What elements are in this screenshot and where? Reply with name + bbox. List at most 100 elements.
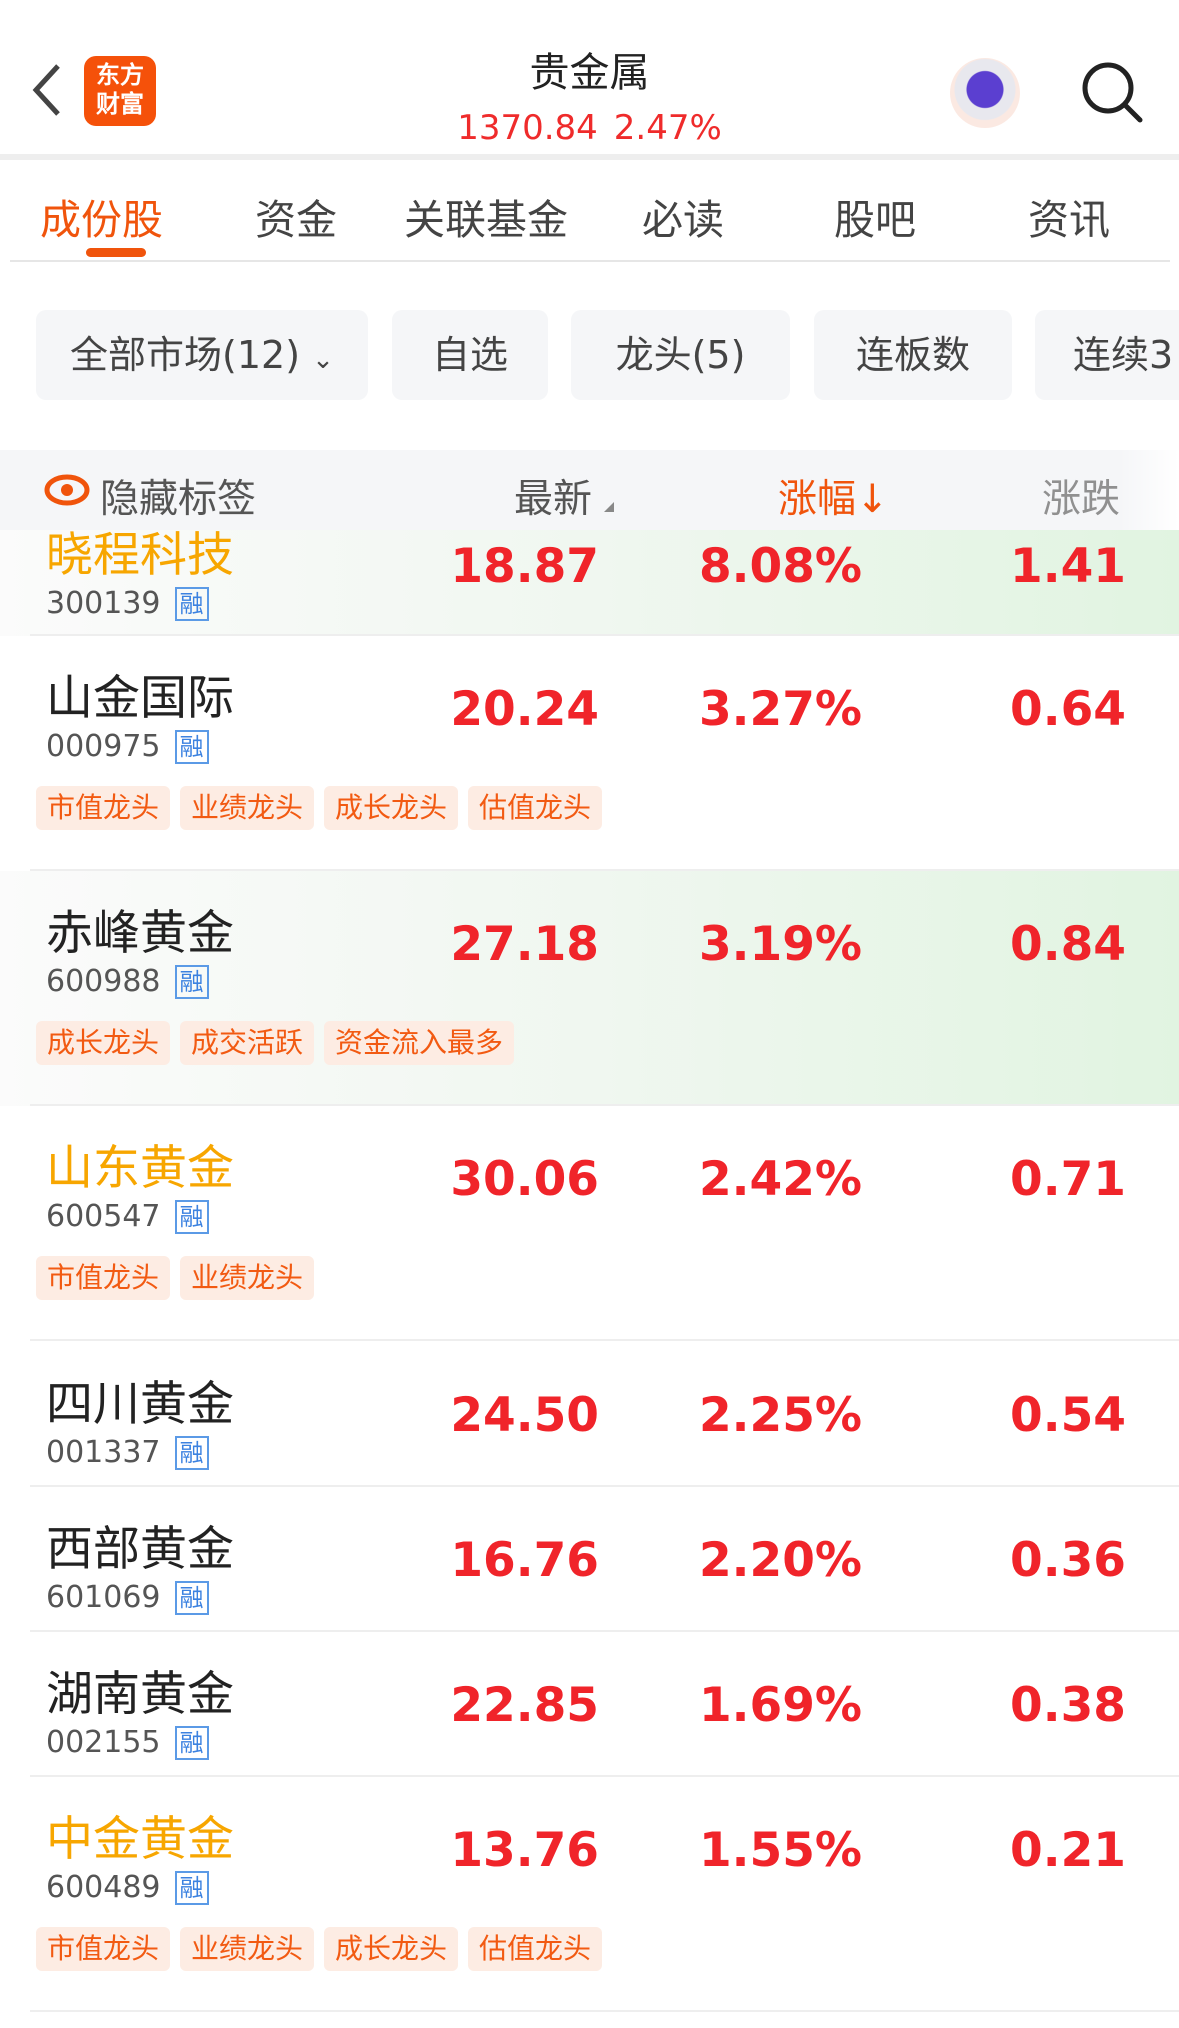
change-pct: 2.25% bbox=[698, 1388, 862, 1443]
table-row[interactable]: 四川黄金 001337 融 24.50 2.25% 0.54 bbox=[0, 1342, 1179, 1487]
change-pct: 1.69% bbox=[698, 1678, 862, 1733]
hide-tags-toggle[interactable]: 隐藏标签 bbox=[100, 477, 257, 522]
latest-price: 13.76 bbox=[450, 1823, 599, 1878]
table-row[interactable]: 赤峰黄金 600988 融 27.18 3.19% 0.84 成长龙头 成交活跃 资金流… bbox=[0, 871, 1179, 1106]
tag[interactable]: 成长龙头 bbox=[324, 786, 459, 830]
stock-code: 300139 bbox=[46, 586, 161, 621]
active-tab-indicator bbox=[86, 248, 146, 257]
stock-code-line: 300139 融 bbox=[46, 586, 209, 622]
stock-code-line: 600988 融 bbox=[46, 964, 209, 1000]
stock-name: 山金国际 bbox=[46, 671, 234, 726]
assistant-robot-icon[interactable] bbox=[950, 58, 1020, 128]
eye-icon[interactable] bbox=[44, 472, 90, 508]
tag[interactable]: 市值龙头 bbox=[36, 1256, 171, 1300]
stock-code-line: 600489 融 bbox=[46, 1870, 209, 1906]
latest-price: 18.87 bbox=[450, 539, 599, 594]
row-divider bbox=[30, 2010, 1179, 2012]
tag[interactable]: 估值龙头 bbox=[468, 786, 603, 830]
sort-icon bbox=[604, 502, 614, 512]
chevron-down-icon: ⌄ bbox=[312, 345, 334, 375]
change-amount: 0.38 bbox=[1010, 1678, 1126, 1733]
tag-list: 市值龙头 业绩龙头 成长龙头 估值龙头 bbox=[36, 786, 603, 830]
table-header: 隐藏标签 最新 涨幅↓ 涨跌 bbox=[0, 450, 1179, 530]
tag[interactable]: 估值龙头 bbox=[468, 1927, 603, 1971]
stock-code: 601069 bbox=[46, 1580, 161, 1615]
tab-constituents[interactable]: 成份股 bbox=[40, 196, 163, 244]
stock-code: 600547 bbox=[46, 1199, 161, 1234]
column-change[interactable]: 涨跌 bbox=[1042, 477, 1121, 522]
row-divider bbox=[30, 869, 1179, 871]
table-row[interactable]: 晓程科技 300139 融 18.87 8.08% 1.41 bbox=[0, 530, 1179, 636]
stock-code-line: 002155 融 bbox=[46, 1725, 209, 1761]
tag[interactable]: 市值龙头 bbox=[36, 786, 171, 830]
tag[interactable]: 业绩龙头 bbox=[180, 786, 315, 830]
filter-watchlist[interactable]: 自选 bbox=[392, 310, 548, 400]
index-quote: 1370.84 2.47% bbox=[0, 108, 1179, 148]
change-amount: 0.64 bbox=[1010, 682, 1126, 737]
change-amount: 0.54 bbox=[1010, 1388, 1126, 1443]
row-divider bbox=[30, 1485, 1179, 1487]
table-row[interactable]: 湖南黄金 002155 融 22.85 1.69% 0.38 bbox=[0, 1632, 1179, 1777]
tag[interactable]: 资金流入最多 bbox=[324, 1021, 515, 1065]
change-pct: 3.27% bbox=[698, 682, 862, 737]
stock-code-line: 600547 融 bbox=[46, 1199, 209, 1235]
tab-must-read[interactable]: 必读 bbox=[642, 196, 724, 244]
tag[interactable]: 成交活跃 bbox=[180, 1021, 315, 1065]
stock-name: 山东黄金 bbox=[46, 1141, 234, 1196]
margin-badge: 融 bbox=[174, 1726, 209, 1760]
filter-label: 全部市场(12) bbox=[70, 333, 301, 377]
back-icon[interactable] bbox=[28, 62, 68, 118]
stock-code: 000975 bbox=[46, 729, 161, 764]
change-amount: 0.71 bbox=[1010, 1152, 1126, 1207]
change-pct: 1.55% bbox=[698, 1823, 862, 1878]
column-change-pct[interactable]: 涨幅↓ bbox=[778, 468, 889, 524]
tag-list: 成长龙头 成交活跃 资金流入最多 bbox=[36, 1021, 515, 1065]
filter-leaders[interactable]: 龙头(5) bbox=[571, 310, 790, 400]
stock-name: 赤峰黄金 bbox=[46, 906, 234, 961]
change-amount: 0.36 bbox=[1010, 1533, 1126, 1588]
row-divider bbox=[30, 1775, 1179, 1777]
row-divider bbox=[30, 634, 1179, 636]
index-change: 2.47% bbox=[613, 108, 722, 148]
change-pct: 2.42% bbox=[698, 1152, 862, 1207]
page-title: 贵金属 bbox=[529, 50, 650, 96]
tag[interactable]: 业绩龙头 bbox=[180, 1256, 315, 1300]
app-logo[interactable]: 东方 财富 bbox=[84, 56, 156, 126]
tag[interactable]: 市值龙头 bbox=[36, 1927, 171, 1971]
stock-name: 西部黄金 bbox=[46, 1522, 234, 1577]
change-pct: 8.08% bbox=[698, 539, 862, 594]
tab-bar: 成份股 资金 关联基金 必读 股吧 资讯 bbox=[10, 166, 1170, 262]
tag-list: 市值龙头 业绩龙头 bbox=[36, 1256, 315, 1300]
tab-funds[interactable]: 资金 bbox=[255, 196, 337, 244]
margin-badge: 融 bbox=[174, 587, 209, 621]
filter-limit-up-count[interactable]: 连板数 bbox=[814, 310, 1012, 400]
table-row[interactable]: 山金国际 000975 融 20.24 3.27% 0.64 市值龙头 业绩龙头 成长龙… bbox=[0, 636, 1179, 871]
tag[interactable]: 成长龙头 bbox=[36, 1021, 171, 1065]
filter-consecutive[interactable]: 连续3 bbox=[1035, 310, 1179, 400]
filter-all-markets[interactable]: 全部市场(12) ⌄ bbox=[36, 310, 368, 400]
index-value: 1370.84 bbox=[457, 108, 598, 148]
change-pct: 2.20% bbox=[698, 1533, 862, 1588]
tab-news[interactable]: 资讯 bbox=[1028, 196, 1110, 244]
latest-price: 24.50 bbox=[450, 1388, 599, 1443]
margin-badge: 融 bbox=[174, 965, 209, 999]
stock-code: 600988 bbox=[46, 964, 161, 999]
row-divider bbox=[30, 1630, 1179, 1632]
table-row[interactable]: 中金黄金 600489 融 13.76 1.55% 0.21 市值龙头 业绩龙头 成长龙… bbox=[0, 1777, 1179, 2012]
tag[interactable]: 成长龙头 bbox=[324, 1927, 459, 1971]
table-row[interactable]: 西部黄金 601069 融 16.76 2.20% 0.36 bbox=[0, 1487, 1179, 1632]
latest-price: 22.85 bbox=[450, 1678, 599, 1733]
stock-name: 四川黄金 bbox=[46, 1377, 234, 1432]
stock-code-line: 000975 融 bbox=[46, 729, 209, 765]
tab-forum[interactable]: 股吧 bbox=[834, 196, 916, 244]
stock-code: 001337 bbox=[46, 1435, 161, 1470]
tab-related-funds[interactable]: 关联基金 bbox=[404, 196, 568, 244]
table-row[interactable]: 山东黄金 600547 融 30.06 2.42% 0.71 市值龙头 业绩龙头 bbox=[0, 1106, 1179, 1341]
column-latest[interactable]: 最新 bbox=[514, 477, 593, 522]
search-icon[interactable] bbox=[1080, 60, 1144, 124]
tag[interactable]: 业绩龙头 bbox=[180, 1927, 315, 1971]
stock-name: 中金黄金 bbox=[46, 1812, 234, 1867]
header: 东方 财富 贵金属 1370.84 2.47% bbox=[0, 0, 1179, 160]
margin-badge: 融 bbox=[174, 1200, 209, 1234]
margin-badge: 融 bbox=[174, 1581, 209, 1615]
